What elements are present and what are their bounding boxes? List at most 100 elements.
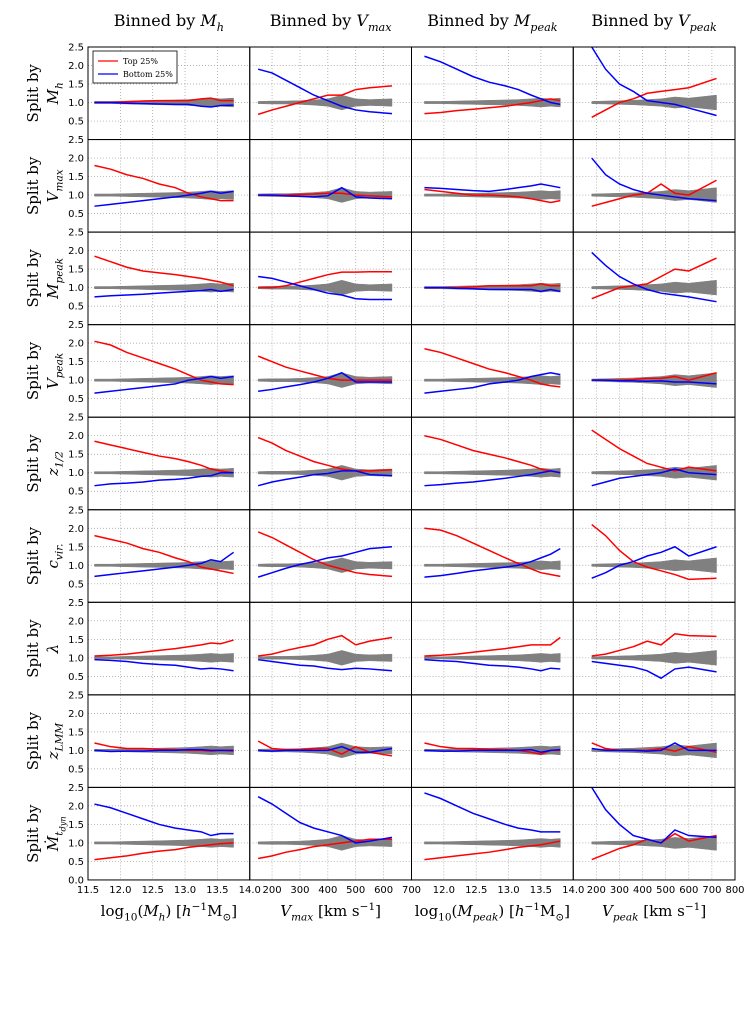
series-line bbox=[424, 470, 561, 487]
text-part: h bbox=[515, 902, 525, 920]
panel-frame bbox=[249, 324, 412, 418]
panel-frame bbox=[572, 46, 736, 141]
panel bbox=[572, 231, 736, 326]
x-tick-label: 13.5 bbox=[530, 885, 552, 896]
panel bbox=[249, 139, 412, 233]
series-line bbox=[591, 523, 717, 581]
x-tick-label: 800 bbox=[725, 885, 744, 896]
x-tick-label: 13.0 bbox=[497, 885, 519, 896]
legend-label: Bottom 25% bbox=[123, 70, 173, 79]
series-line bbox=[424, 748, 561, 753]
panel bbox=[87, 509, 251, 603]
series-line bbox=[94, 658, 234, 672]
text-part: V bbox=[44, 189, 62, 202]
y-tick-label: 1.0 bbox=[68, 653, 84, 664]
y-tick-label: 2.5 bbox=[68, 43, 84, 54]
column-title: Binned by Mpeak bbox=[427, 11, 557, 34]
series-line bbox=[424, 347, 561, 388]
y-tick-label: 2.0 bbox=[68, 801, 84, 812]
panel bbox=[249, 231, 412, 326]
x-tick-label: 12.0 bbox=[109, 885, 131, 896]
y-tick-label: 2.0 bbox=[68, 524, 84, 535]
row-symbol: Ṁtdyn bbox=[44, 816, 68, 852]
series-line bbox=[424, 188, 561, 204]
y-tick-label: 1.0 bbox=[68, 838, 84, 849]
x-tick-label: 700 bbox=[402, 885, 421, 896]
series-line bbox=[424, 434, 561, 474]
y-tick-label: 1.5 bbox=[68, 450, 84, 461]
series-line bbox=[94, 255, 234, 287]
y-tick-label: 0.5 bbox=[68, 579, 84, 590]
series-line bbox=[424, 55, 561, 106]
y-tick-label: 2.0 bbox=[68, 154, 84, 165]
panel bbox=[411, 509, 574, 603]
text-part: V bbox=[602, 902, 615, 920]
text-part: Ṁ bbox=[44, 835, 62, 852]
text-part: ] bbox=[564, 902, 570, 920]
panel-frame bbox=[87, 231, 251, 326]
series-line bbox=[257, 85, 393, 116]
row-label: Split by bbox=[24, 804, 42, 863]
x-tick-label: 200 bbox=[587, 885, 606, 896]
panel-frame bbox=[249, 416, 412, 511]
text-part: max bbox=[54, 169, 66, 191]
text-part: max bbox=[368, 21, 392, 34]
y-tick-label: 1.0 bbox=[68, 376, 84, 387]
y-tick-label: 1.0 bbox=[68, 191, 84, 202]
panel-frame bbox=[572, 601, 736, 696]
panel-frame bbox=[572, 509, 736, 603]
panel bbox=[249, 601, 412, 696]
series-line bbox=[257, 355, 392, 381]
panel-frame bbox=[411, 786, 574, 881]
text-part: h bbox=[217, 21, 224, 34]
panel-frame bbox=[87, 324, 251, 418]
row-symbol: λ bbox=[44, 644, 62, 655]
scatter-band bbox=[257, 94, 393, 111]
text-part: M bbox=[142, 902, 159, 920]
panel bbox=[572, 416, 736, 511]
text-part: M bbox=[540, 902, 555, 920]
text-part: dyn bbox=[58, 816, 68, 831]
scatter-band bbox=[257, 835, 393, 851]
panel-frame bbox=[249, 694, 412, 788]
series-line bbox=[94, 842, 234, 861]
series-line bbox=[424, 372, 561, 394]
y-tick-label: 0.5 bbox=[68, 209, 84, 220]
text-part: log bbox=[101, 902, 125, 920]
panel-frame bbox=[249, 46, 412, 141]
panel-frame bbox=[249, 786, 412, 881]
y-tick-label: 1.0 bbox=[68, 468, 84, 479]
series-line bbox=[591, 257, 717, 300]
scatter-band bbox=[424, 838, 561, 848]
scatter-band bbox=[257, 372, 393, 388]
panel bbox=[87, 601, 251, 696]
text-part: Binned by bbox=[427, 11, 514, 30]
panel bbox=[249, 324, 412, 418]
scatter-band bbox=[94, 468, 234, 478]
text-part: ⊙ bbox=[555, 911, 564, 923]
x-tick-label: 700 bbox=[702, 885, 721, 896]
panel bbox=[411, 324, 574, 418]
series-line bbox=[257, 838, 392, 860]
text-part: ] bbox=[231, 902, 237, 920]
text-part: ( bbox=[137, 902, 143, 920]
series-line bbox=[591, 787, 717, 844]
text-part: −1 bbox=[360, 901, 375, 913]
text-part: V bbox=[356, 11, 369, 30]
x-tick-label: 200 bbox=[263, 885, 282, 896]
series-line bbox=[591, 77, 717, 118]
row-symbol: Mh bbox=[44, 82, 66, 105]
text-part: z bbox=[44, 468, 62, 477]
panel bbox=[249, 416, 412, 511]
text-part: ( bbox=[452, 902, 458, 920]
text-part: Binned by bbox=[591, 11, 678, 30]
panel bbox=[572, 601, 736, 696]
series-line bbox=[424, 286, 561, 293]
text-part: M bbox=[456, 902, 473, 920]
scatter-band bbox=[591, 465, 717, 481]
panel-frame bbox=[572, 694, 736, 788]
series-line bbox=[94, 164, 234, 202]
row-symbol: zLMM bbox=[44, 723, 66, 761]
series-line bbox=[257, 795, 393, 844]
series-line bbox=[591, 251, 717, 303]
